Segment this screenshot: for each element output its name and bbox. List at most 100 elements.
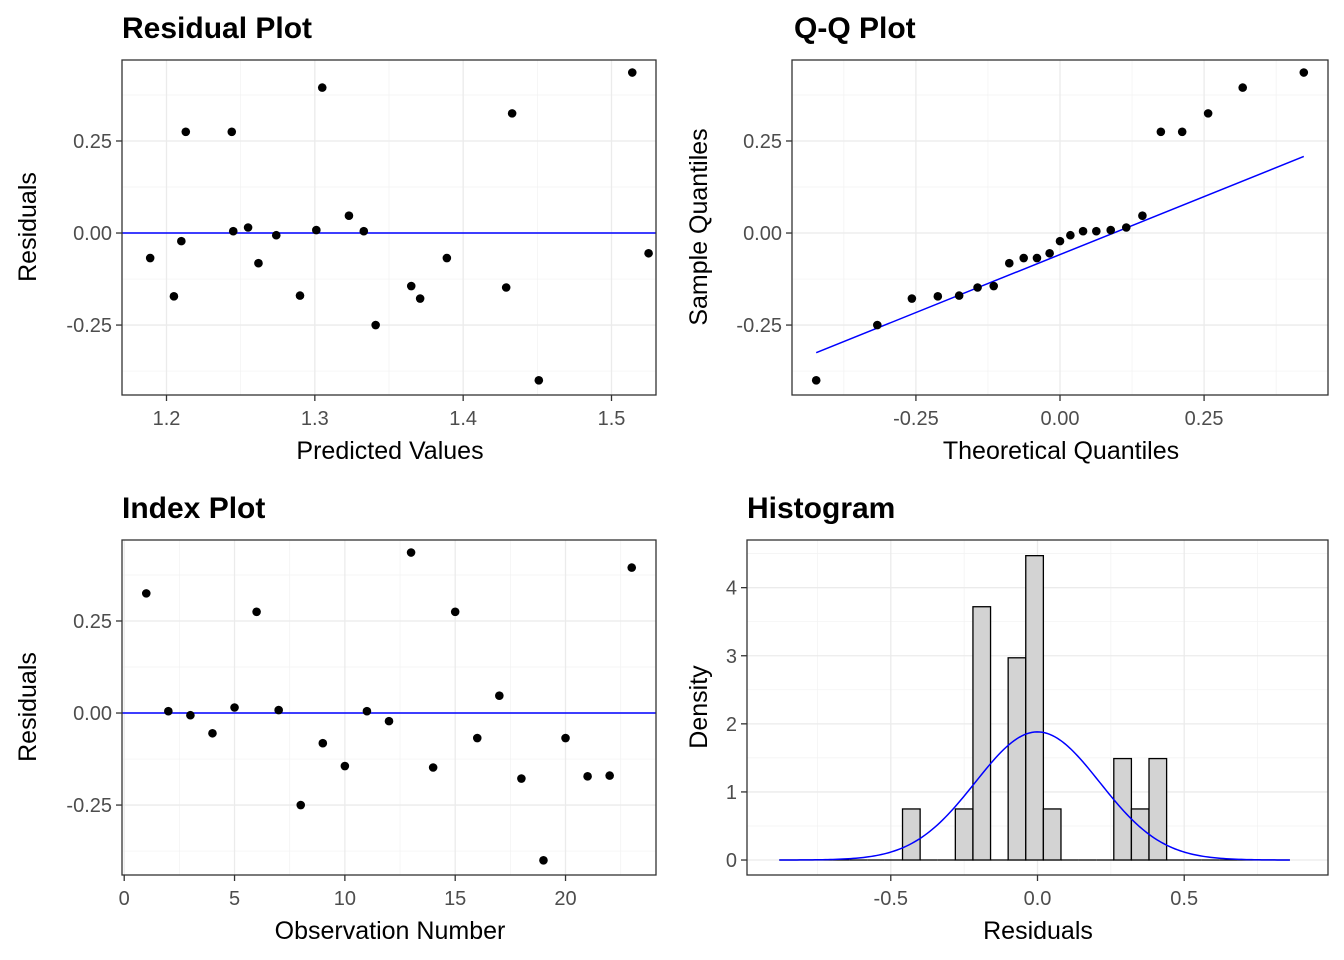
histogram-bar [901,808,921,861]
qq-plot-point [1092,226,1101,236]
residual-plot-x-tick-label: 1.3 [301,408,329,430]
qq-plot-y-tick-label: 0.25 [743,131,782,153]
qq-plot-point [1203,109,1213,118]
residual-plot-point [227,127,237,137]
residual-plot-y-tick-label: 0.25 [73,131,112,153]
index-plot-x-tick-label: 20 [554,888,576,910]
histogram-xlabel: Residuals [983,917,1093,945]
index-plot-x-tick-label: 10 [334,888,356,910]
index-plot-grid [122,540,656,875]
residual-plot-x-tick-label: 1.5 [598,408,626,430]
index-plot-point [428,763,438,772]
residual-plot-point [312,225,321,235]
residual-plot-point [359,226,369,236]
index-plot-point [186,710,195,720]
qq-plot-point [1121,223,1131,232]
residual-plot-point [442,253,452,263]
residual-plot-y-tick-label: 0.00 [73,223,112,245]
index-plot-y-tick-label: -0.25 [66,795,112,817]
qq-plot-y-tick-label: 0.00 [743,223,782,245]
histogram-bar [972,606,992,861]
index-plot-point [539,855,548,865]
residual-plot-ylabel: Residuals [14,172,42,282]
histogram-bar [1130,808,1150,861]
index-plot-point [605,771,614,780]
qq-plot-point [811,375,821,385]
residual-plot-border [121,59,657,396]
qq-plot-grid [792,60,1328,395]
histogram-bar [1148,757,1168,861]
qq-plot-point [872,320,882,330]
histogram-density-curve [779,731,1290,861]
residual-plot-y-tick-label: -0.25 [66,315,112,337]
qq-plot-x-tick-label: 0.00 [1041,408,1080,430]
histogram-bar [1042,808,1062,861]
residual-plot-point [371,320,380,330]
residual-plot-xlabel: Predicted Values [296,437,483,465]
residual-plot-point [627,68,637,77]
residual-plot-point [507,109,517,118]
qq-plot-point [1019,253,1028,263]
residual-plot-point [317,83,327,92]
qq-plot-point [954,291,964,300]
histogram-x-tick-label: -0.5 [874,888,908,910]
residual-plot-point [406,281,416,291]
histogram-y-tick-label: 1 [726,782,737,804]
index-plot-point [406,548,416,557]
index-plot-point [252,607,261,617]
residual-plot-panel: Residual Plot Predicted Values Residuals… [14,12,657,465]
qq-plot-point [1299,68,1309,77]
index-plot-x-tick-label: 5 [229,888,240,910]
histogram-bar [954,808,974,861]
residual-plot-point [177,236,186,246]
histogram-panel: Histogram Residuals Density -0.5 0.0 0.5 0 1… [685,492,1329,945]
residual-plot-title: Residual Plot [122,12,312,45]
residual-plot-point [145,253,155,263]
residual-plot-point [644,248,653,258]
index-plot-point [627,563,637,572]
index-plot-border [121,539,657,876]
residual-plot-grid [122,60,656,395]
index-plot-point [296,800,306,810]
histogram-y-tick-label: 0 [726,850,737,872]
histogram-y-tick-label: 3 [726,646,737,668]
index-plot-point [274,705,283,715]
histogram-bar [1007,657,1027,861]
index-plot-point [472,733,482,743]
index-plot-point [384,716,394,726]
qq-plot-reference-line [815,155,1305,354]
histogram-title: Histogram [747,492,895,525]
histogram-bar [1025,555,1045,861]
qq-plot-title: Q-Q Plot [794,12,916,45]
index-plot-point [164,706,173,716]
index-plot-point [495,691,504,701]
histogram-x-tick-label: 0.5 [1170,888,1198,910]
histogram-y-tick-label: 2 [726,714,737,736]
qq-plot-xlabel: Theoretical Quantiles [943,437,1179,465]
index-plot-point [340,761,350,771]
qq-plot-point [1055,236,1065,246]
residual-plot-point [243,223,253,232]
residual-plot-point [228,226,238,236]
qq-plot-x-tick-label: -0.25 [893,408,939,430]
qq-plot-point [1004,258,1014,268]
index-plot-point [318,738,328,748]
qq-plot-point [989,281,999,291]
qq-plot-point [973,283,982,292]
index-plot-point [517,774,526,783]
residual-plot-point [501,283,511,292]
qq-plot-y-tick-label: -0.25 [736,315,782,337]
index-plot-point [450,607,460,617]
index-plot-y-tick-label: 0.25 [73,611,112,633]
index-plot-xlabel: Observation Number [275,917,506,945]
index-plot-point [561,733,570,743]
histogram-y-tick-label: 4 [726,578,737,600]
qq-plot-point [1032,253,1042,263]
histogram-x-tick-label: 0.0 [1024,888,1052,910]
qq-plot-ylabel: Sample Quantiles [685,128,713,325]
qq-plot-point [1156,127,1166,137]
residual-plot-x-tick-label: 1.4 [449,408,477,430]
index-plot-ylabel: Residuals [14,652,42,762]
qq-plot-point [1066,230,1075,240]
